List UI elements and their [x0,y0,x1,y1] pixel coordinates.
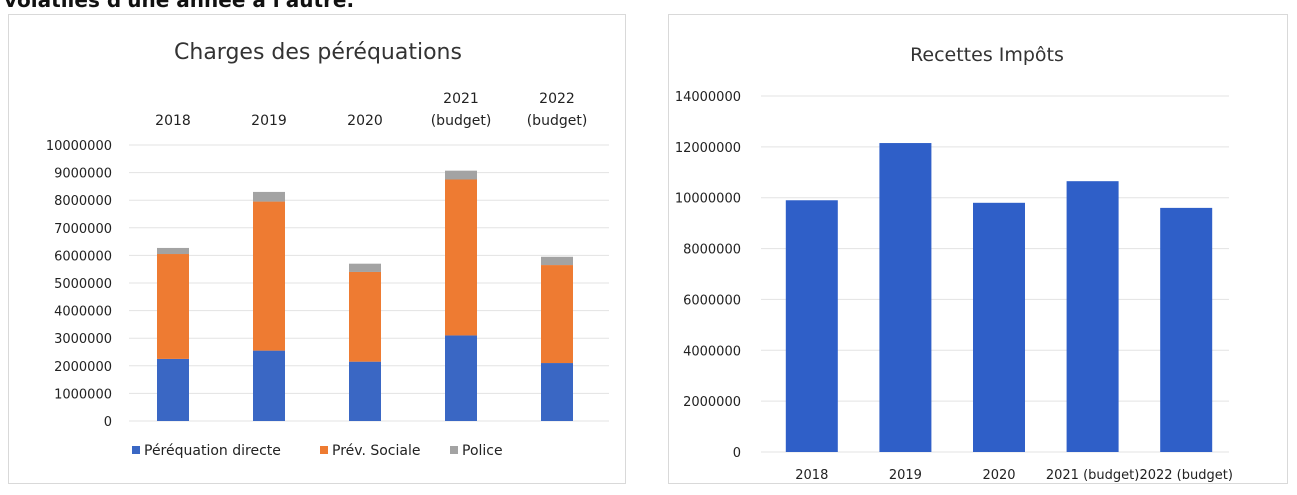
bar-prev-sociale-2021-budget [445,179,477,336]
y-tick-label: 10000000 [46,139,112,154]
category-label: 2019 [251,113,287,129]
bar-prev-sociale-2022-budget [541,265,573,364]
y-tick-label: 8000000 [683,243,741,258]
category-label: 2020 [347,113,383,129]
y-tick-label: 3000000 [54,332,112,347]
legend-label-police: Police [462,443,503,459]
chart-panel-recettes: Recettes Impôts 0 2000000 4000000 6000000 80… [668,14,1288,484]
bar-police-2020 [349,263,381,272]
x-tick-label: 2021 (budget) [1046,468,1139,483]
y-tick-label: 2000000 [54,360,112,375]
bar-recettes-2020 [973,202,1025,452]
legend-label-prev-sociale: Prév. Sociale [332,443,420,459]
x-tick-label: 2019 [889,468,922,483]
y-tick-label: 12000000 [675,141,741,156]
bar-recettes-2018 [785,200,838,452]
chart-panel-perequations: Charges des péréquations 0 1000000 2000000… [8,14,626,484]
bar-police-2019 [253,191,285,202]
bar-prev-sociale-2019 [253,201,285,351]
bar-perequation-directe-2022-budget [541,363,573,421]
bar-recettes-2021-budget [1066,181,1119,452]
bar-perequation-directe-2021-budget [445,335,477,421]
category-label: (budget) [431,113,492,129]
y-tick-label: 5000000 [54,277,112,292]
y-tick-label: 4000000 [54,305,112,320]
legend-swatch-police [450,446,458,454]
category-label: 2022 [539,91,575,107]
bar-recettes-2022-budget [1160,207,1213,452]
bar-perequation-directe-2018 [157,358,189,421]
category-label: 2018 [155,113,191,129]
stacked-bar-chart-perequations: Charges des péréquations 0 1000000 2000000… [46,40,609,459]
bar-police-2022-budget [541,256,573,266]
bar-police-2018 [157,247,189,255]
x-tick-label: 2020 [982,468,1015,483]
legend-swatch-perequation-directe [132,446,140,454]
y-tick-label: 1000000 [54,387,112,402]
chart-title-recettes: Recettes Impôts [910,44,1064,66]
category-label: (budget) [527,113,588,129]
bar-prev-sociale-2020 [349,271,381,362]
bar-chart-recettes-impots: Recettes Impôts 0 2000000 4000000 6000000 80… [675,44,1233,483]
y-tick-label: 0 [104,415,112,430]
bar-police-2021-budget [445,170,477,180]
intro-text: volatiles d'une année à l'autre. [4,0,355,12]
bar-perequation-directe-2019 [253,350,285,421]
y-tick-label: 7000000 [54,222,112,237]
y-tick-label: 8000000 [54,194,112,209]
chart-title-perequations: Charges des péréquations [174,40,462,65]
y-tick-label: 2000000 [683,395,741,410]
y-tick-label: 9000000 [54,167,112,182]
y-tick-label: 0 [733,446,741,461]
legend-label-perequation-directe: Péréquation directe [144,443,281,459]
x-tick-label: 2022 (budget) [1139,468,1232,483]
y-tick-label: 4000000 [683,344,741,359]
y-tick-label: 6000000 [683,293,741,308]
x-tick-label: 2018 [795,468,828,483]
y-tick-label: 14000000 [675,90,741,105]
bar-perequation-directe-2020 [349,361,381,421]
bar-recettes-2019 [879,143,932,453]
y-tick-label: 6000000 [54,249,112,264]
bar-prev-sociale-2018 [157,254,189,359]
category-label: 2021 [443,91,479,107]
legend-swatch-prev-sociale [320,446,328,454]
y-tick-label: 10000000 [675,192,741,207]
